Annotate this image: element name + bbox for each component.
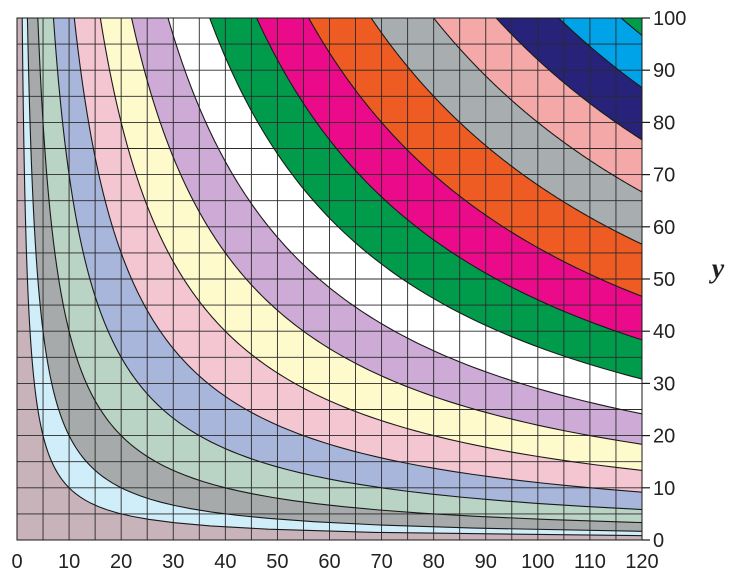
contour-line [26,18,642,532]
y-axis-title: y [709,254,725,285]
x-tick-label: 80 [423,551,445,573]
contour-line [433,18,642,193]
y-tick-label: 50 [653,269,675,291]
y-tick-label: 30 [653,373,675,395]
grid-lines [17,18,642,540]
contour-line [256,18,642,341]
x-tick-label: 30 [162,551,184,573]
x-tick-label: 70 [370,551,392,573]
contour-line [209,18,642,380]
contour-line [52,18,642,511]
y-tick-label: 90 [653,60,675,82]
x-tick-label: 0 [11,551,22,573]
x-tick-label: 10 [58,551,80,573]
x-tick-label: 90 [475,551,497,573]
contour-line [558,18,642,89]
y-tick-label: 100 [653,8,686,30]
x-tick-label: 110 [574,551,606,573]
contour-line [495,18,642,141]
y-tick-label: 80 [653,112,675,134]
x-tick-label: 60 [318,551,340,573]
x-axis-ticks: 0 10 20 30 40 50 60 70 80 90 100 110 120 [11,551,658,573]
contour-line [99,18,642,471]
contour-line [620,18,642,36]
y-tick-label: 70 [653,165,675,187]
contour-line [131,18,642,445]
contour-lines [21,18,642,537]
y-tick-label: 20 [653,426,675,448]
x-tick-label: 120 [625,551,658,573]
x-tick-label: 100 [521,551,554,573]
contour-line [370,18,642,245]
y-axis-ticks: 0 10 20 30 40 50 60 70 80 90 100 [642,8,686,552]
contour-line [37,18,642,524]
contour-line [308,18,642,297]
x-tick-label: 50 [266,551,288,573]
x-tick-label: 40 [214,551,236,573]
x-tick-label: 20 [110,551,132,573]
y-tick-label: 10 [653,478,675,500]
contour-line [73,18,642,493]
contour-line [21,18,642,537]
y-tick-label: 60 [653,217,675,239]
y-tick-label: 40 [653,321,675,343]
contour-line [167,18,642,415]
y-tick-label: 0 [653,530,664,552]
